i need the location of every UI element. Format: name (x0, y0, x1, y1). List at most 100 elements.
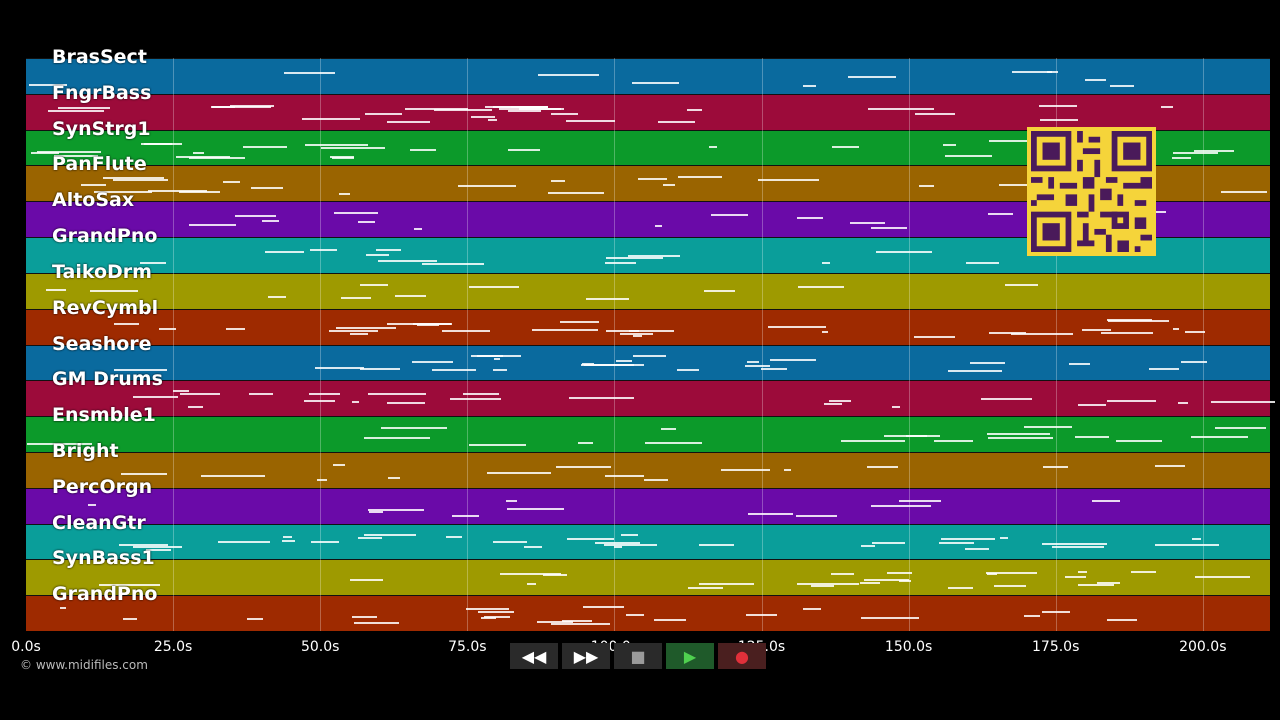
note (366, 253, 390, 256)
note (999, 183, 1048, 186)
note (349, 333, 369, 336)
note (831, 572, 855, 575)
note (410, 148, 436, 151)
note (441, 329, 490, 332)
note (1194, 149, 1235, 152)
note (989, 139, 1039, 142)
note (898, 580, 911, 583)
note (1106, 619, 1138, 622)
track-lane (26, 451, 1270, 488)
note (492, 369, 507, 372)
note (941, 538, 996, 541)
note (987, 432, 1051, 435)
note (248, 393, 273, 396)
note (261, 220, 279, 223)
note (770, 359, 816, 362)
note (1215, 427, 1266, 430)
play-button[interactable]: ▶ (666, 643, 714, 669)
note (747, 512, 793, 515)
note (133, 546, 182, 549)
note (526, 583, 537, 586)
note (175, 156, 231, 159)
note (1149, 367, 1180, 370)
note (1173, 327, 1180, 330)
note (964, 547, 989, 550)
note (796, 514, 838, 517)
note (468, 443, 527, 446)
stop-button[interactable]: ■ (614, 643, 662, 669)
note (494, 358, 501, 361)
note (1161, 105, 1174, 108)
track-lane (26, 344, 1270, 381)
note (311, 541, 339, 544)
note (823, 402, 842, 405)
rewind-icon: ◀◀ (521, 646, 547, 666)
note (351, 616, 378, 619)
track-label: Ensmble1 (52, 404, 156, 427)
note (661, 427, 676, 430)
note (1069, 363, 1091, 366)
note (359, 283, 388, 286)
note (1185, 330, 1205, 333)
note (365, 112, 402, 115)
record-button[interactable]: ● (718, 643, 766, 669)
fast-forward-button[interactable]: ▶▶ (562, 643, 610, 669)
note (980, 397, 1032, 400)
note (524, 546, 542, 549)
note (59, 607, 66, 610)
track-lane (26, 93, 1270, 130)
note (200, 474, 265, 477)
note (378, 260, 438, 263)
note (113, 178, 169, 181)
note (627, 254, 680, 257)
note (320, 146, 386, 149)
note (180, 393, 220, 396)
grid-line (320, 58, 322, 631)
note (1000, 536, 1008, 539)
note (1116, 439, 1162, 442)
note (1131, 570, 1156, 573)
note (760, 368, 788, 371)
note (179, 190, 221, 193)
rewind-button[interactable]: ◀◀ (510, 643, 558, 669)
note (1110, 85, 1135, 88)
note (994, 585, 1027, 588)
note (595, 542, 641, 545)
note (796, 583, 859, 586)
stop-icon: ■ (630, 646, 646, 666)
note (860, 582, 880, 585)
note (122, 617, 137, 620)
note (414, 227, 422, 230)
note (784, 468, 791, 471)
note (1042, 543, 1108, 546)
note (1171, 157, 1192, 160)
note (1107, 400, 1157, 403)
note (802, 607, 821, 610)
note (1023, 426, 1073, 429)
note (148, 190, 207, 193)
note (172, 390, 189, 393)
note (283, 72, 335, 75)
note (872, 541, 906, 544)
note (1192, 537, 1202, 540)
note (828, 399, 852, 402)
note (905, 435, 927, 438)
note (945, 155, 993, 158)
note (988, 437, 1054, 440)
note (302, 118, 360, 121)
track-lane (26, 308, 1270, 345)
note (704, 289, 735, 292)
note (1039, 105, 1078, 108)
note (942, 144, 956, 147)
note (1210, 401, 1276, 403)
note (119, 544, 169, 546)
note (457, 184, 516, 187)
time-tick-label: 0.0s (11, 639, 41, 655)
track-label: SynBass1 (52, 547, 155, 570)
note (810, 584, 834, 587)
note (264, 251, 304, 254)
note (1172, 151, 1218, 154)
note (876, 250, 933, 253)
note (470, 116, 496, 119)
note (506, 507, 565, 510)
